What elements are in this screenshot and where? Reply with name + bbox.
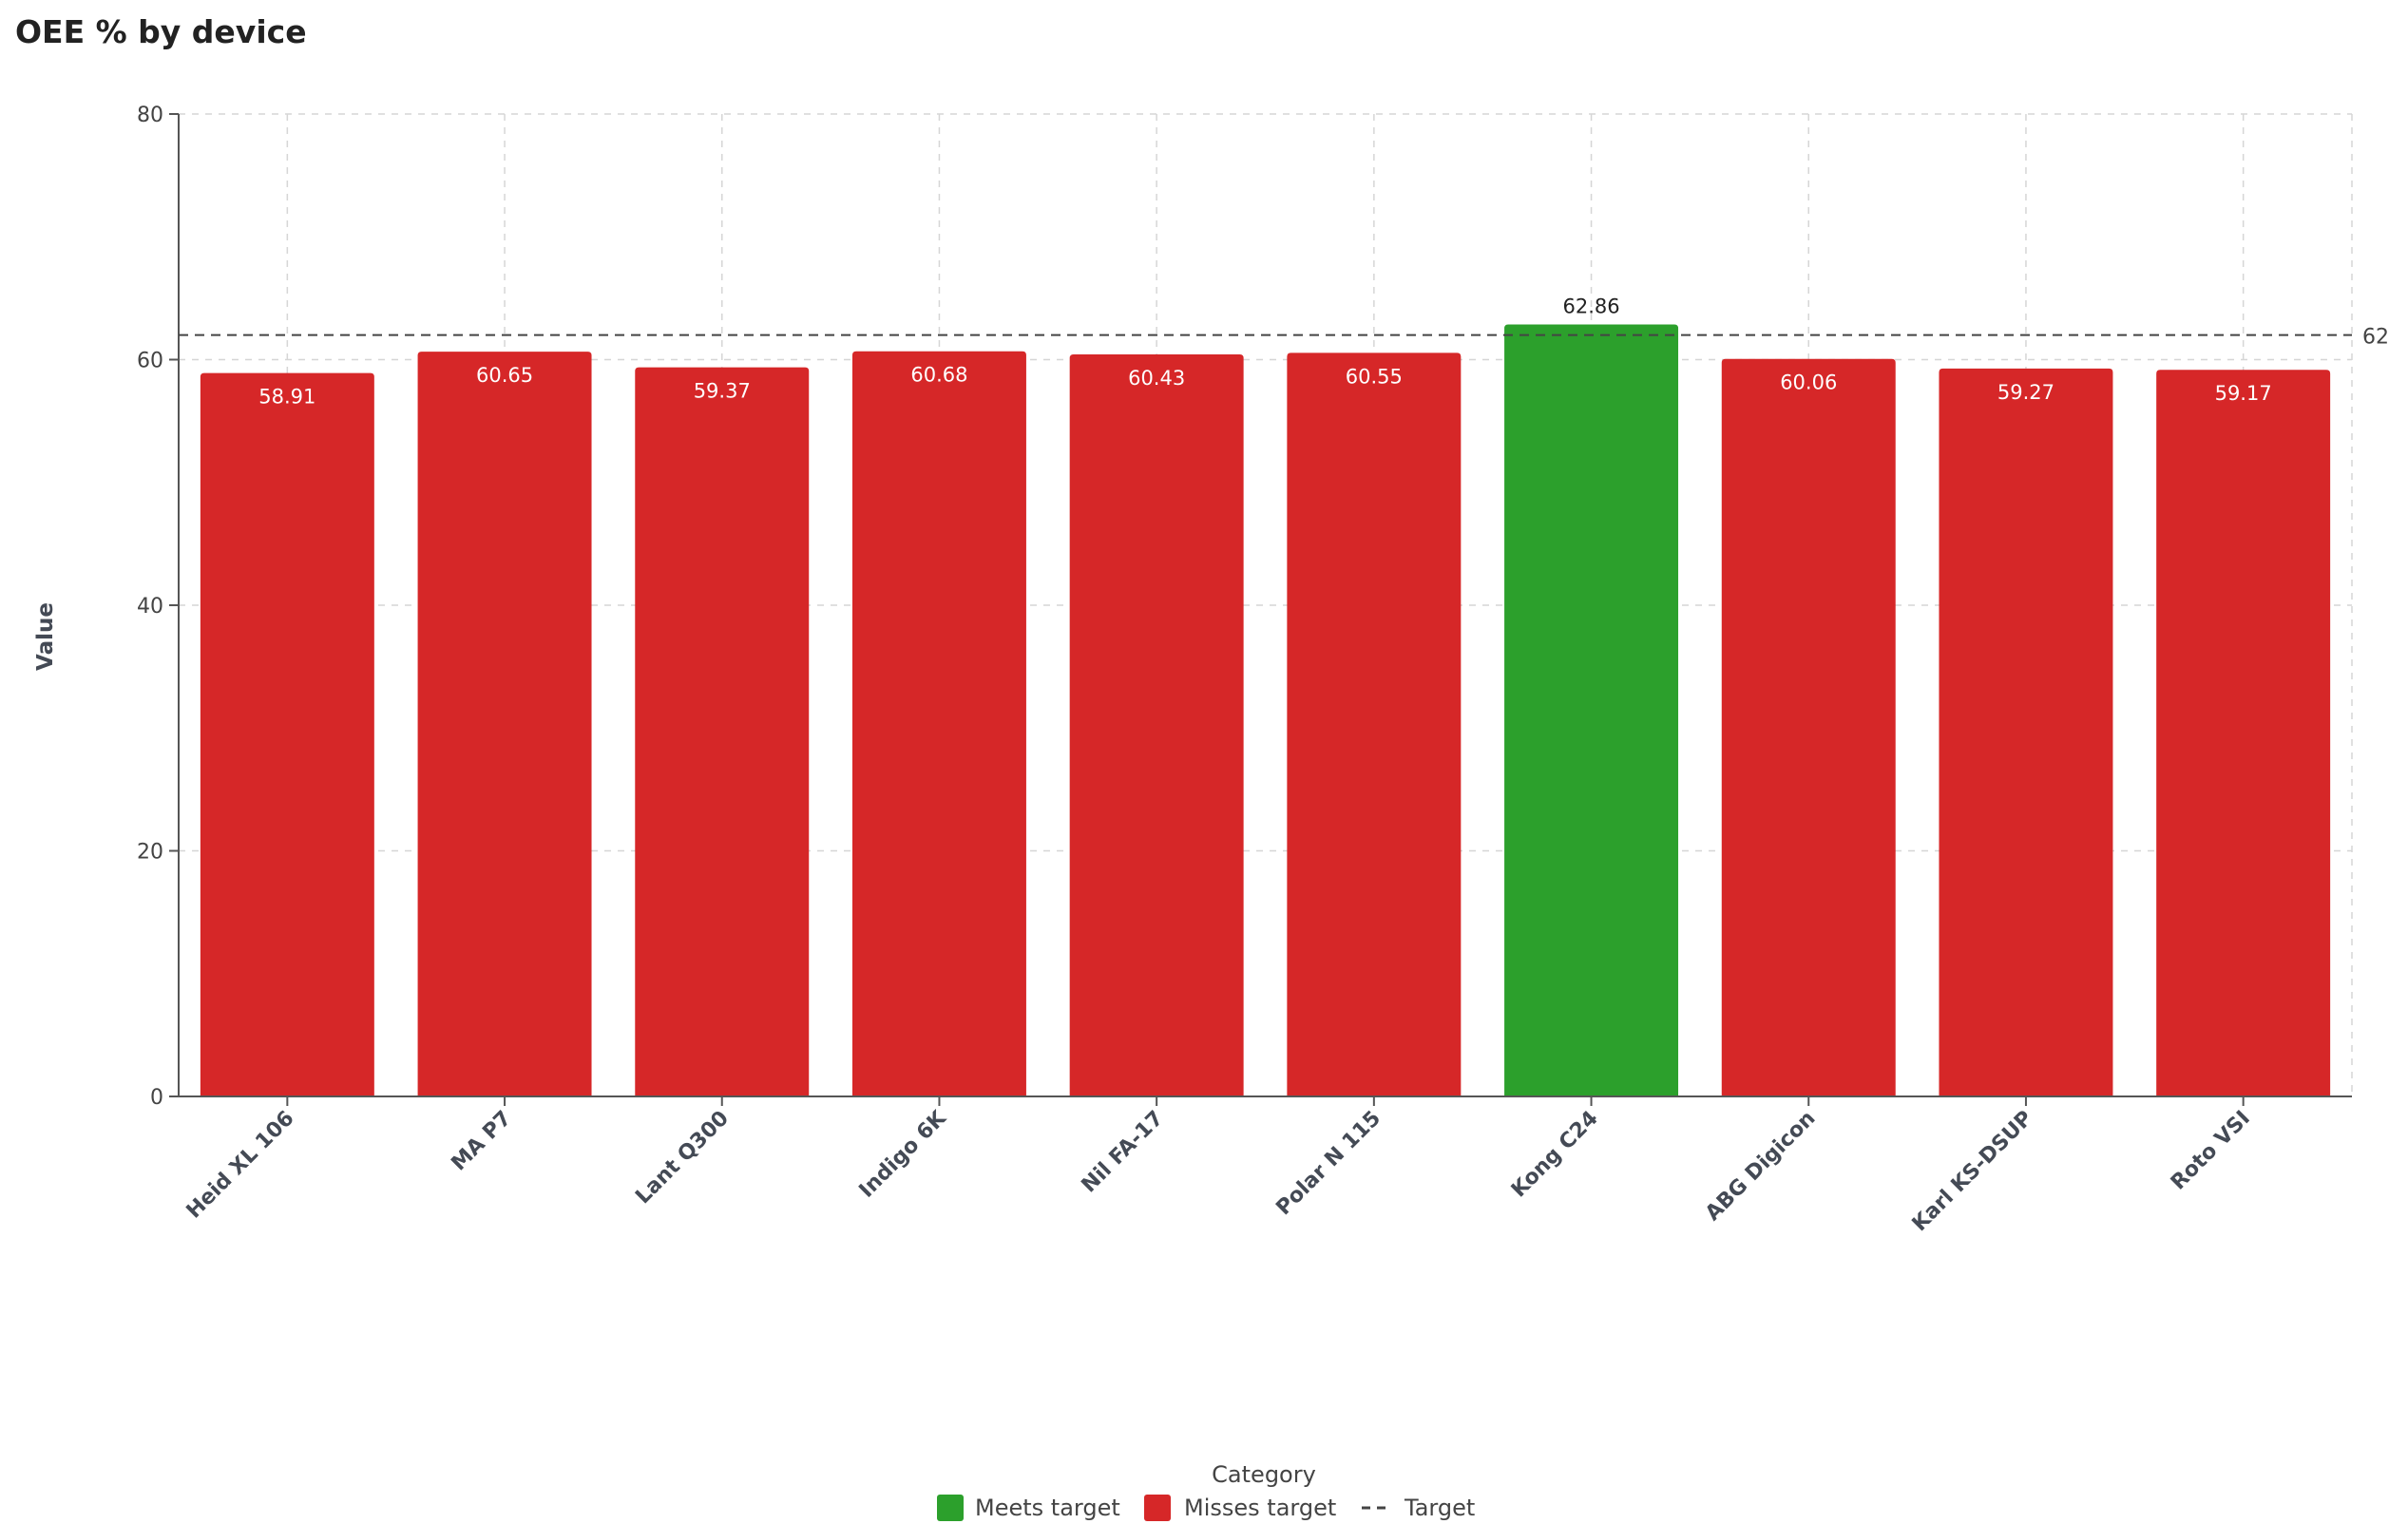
- bar: [1504, 324, 1679, 1096]
- x-tick-label: Heid XL 106: [182, 1107, 299, 1224]
- grid: [179, 113, 2353, 1096]
- bars: [200, 324, 2331, 1096]
- bar-value-label: 62.86: [1562, 295, 1619, 318]
- bar: [1721, 358, 1896, 1096]
- bar: [851, 351, 1026, 1096]
- legend-item-label: Target: [1404, 1495, 1475, 1521]
- legend-title: Category: [1212, 1461, 1316, 1488]
- legend-swatch: [1144, 1495, 1171, 1521]
- y-tick-label: 60: [137, 350, 163, 373]
- y-tick-label: 40: [137, 595, 163, 619]
- bar-value-label: 59.37: [694, 380, 751, 403]
- x-tick-label: MA P7: [447, 1107, 516, 1176]
- y-tick-label: 80: [137, 104, 163, 127]
- bar: [1939, 368, 2113, 1096]
- legend-swatch: [937, 1495, 964, 1521]
- bar: [200, 372, 374, 1096]
- legend-item-label: Misses target: [1184, 1495, 1336, 1521]
- labels: 58.91 60.65 59.37 60.68 60.43 60.55 62.86 60.06…: [258, 295, 2271, 409]
- bar: [635, 367, 810, 1096]
- x-tick-label: Karl KS-DSUP: [1908, 1107, 2038, 1237]
- x-tick-label: Roto VSI: [2167, 1107, 2255, 1195]
- x-tick-label: Indigo 6K: [855, 1106, 952, 1203]
- y-tick-label: 0: [150, 1086, 163, 1110]
- bar: [2156, 370, 2331, 1096]
- bar: [417, 352, 592, 1096]
- bar-value-label: 60.06: [1780, 371, 1837, 394]
- chart-title: OEE % by device: [15, 13, 307, 50]
- legend: Category Meets target Misses target Target: [937, 1461, 1475, 1521]
- bar-value-label: 58.91: [258, 386, 315, 409]
- target-value-label: 62: [2362, 326, 2389, 350]
- x-tick-label: Kong C24: [1507, 1107, 1603, 1203]
- x-tick-label: ABG Digicon: [1701, 1107, 1820, 1226]
- bar-value-label: 59.27: [1997, 381, 2054, 404]
- bar: [1069, 353, 1244, 1096]
- y-axis-title: Value: [33, 602, 58, 671]
- bar: [1287, 352, 1462, 1096]
- x-tick-label: Lant Q300: [631, 1107, 734, 1210]
- bar-value-label: 60.43: [1128, 367, 1185, 390]
- bar-value-label: 60.55: [1346, 365, 1403, 388]
- legend-item-label: Meets target: [975, 1495, 1120, 1521]
- bar-value-label: 60.65: [476, 364, 533, 387]
- target-line-group: 62: [179, 326, 2389, 350]
- x-tick-label: Nil FA-17: [1078, 1107, 1169, 1198]
- x-tick-label: Polar N 115: [1271, 1107, 1386, 1221]
- bar-value-label: 59.17: [2215, 382, 2272, 405]
- y-tick-label: 20: [137, 841, 163, 865]
- bar-value-label: 60.68: [910, 364, 967, 387]
